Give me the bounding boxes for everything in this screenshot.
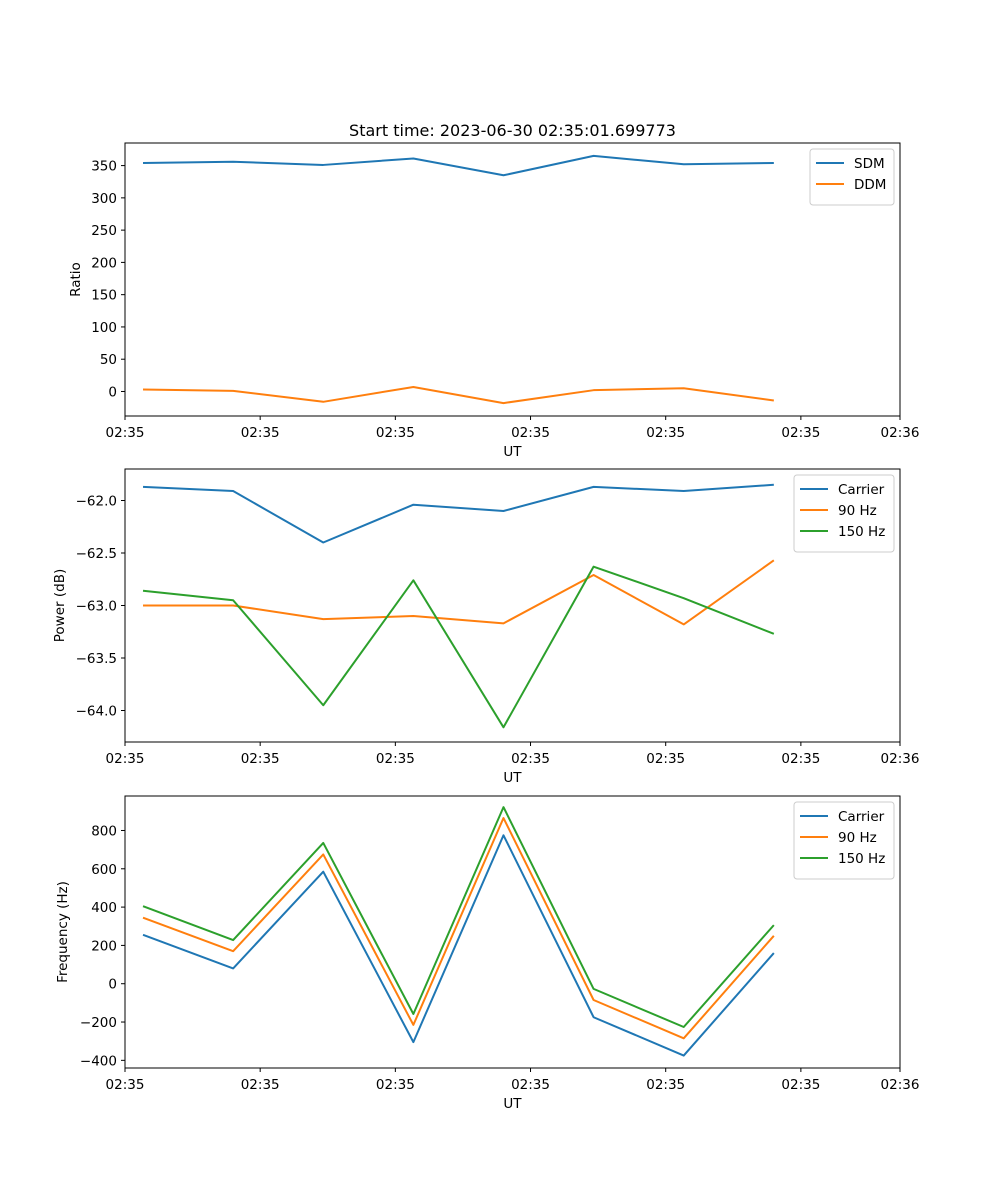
axes-frame [124,142,901,417]
y-tick-label: −62.0 [76,494,117,510]
x-tick-label: 02:35 [376,1077,415,1093]
legend: Carrier 90 Hz 150 Hz [793,474,895,553]
x-tick-label: 02:35 [511,425,550,441]
figure-title: Start time: 2023-06-30 02:35:01.699773 [349,121,676,140]
y-tick-label: −63.0 [76,599,117,615]
x-tick-label: 02:35 [106,1077,145,1093]
y-tick-label: 0 [108,977,117,993]
y-tick-label: 800 [91,823,117,839]
subplot-power: −64.0 −63.5 −63.0 −62.5 −62.0 02:35 02:35 02:35… [52,468,920,786]
subplot-frequency: −400 −200 0 200 400 600 800 02:35 02:35 02:35 02:3… [55,795,920,1112]
series-line-90-hz [142,817,775,1040]
y-tick-label: 50 [100,352,117,368]
y-tick-label: −200 [80,1015,117,1031]
legend-entry: Carrier [838,482,885,498]
legend-entry: Carrier [838,809,885,825]
x-axis-label: UT [503,770,522,786]
legend-entry: 150 Hz [838,524,885,540]
x-tick-label: 02:35 [241,1077,280,1093]
y-axis-label: Frequency (Hz) [55,881,71,983]
axes-frame [124,795,901,1069]
legend-entry: 90 Hz [838,503,877,519]
x-tick-label: 02:35 [106,751,145,767]
x-tick-label: 02:35 [376,425,415,441]
x-axis-label: UT [503,444,522,460]
y-tick-label: 250 [91,223,117,239]
y-axis-label: Power (dB) [52,569,68,642]
series-line-carrier [142,483,774,544]
legend-entry: 90 Hz [838,830,877,846]
x-tick-label: 02:35 [646,425,685,441]
x-tick-label: 02:35 [781,751,820,767]
legend-box [793,801,895,880]
y-tick-label: 100 [91,320,117,336]
series-line-150-hz [142,565,775,729]
subplot-ratio: 0 50 100 150 200 250 300 350 02:35 02:35 02:35 02:3… [68,142,920,460]
series-line-150-hz [142,806,775,1029]
y-tick-label: 300 [91,191,117,207]
x-tick-label: 02:36 [881,751,920,767]
y-tick-label: −63.5 [76,651,117,667]
legend-entry: 150 Hz [838,851,885,867]
y-tick-label: −400 [80,1053,117,1069]
series-line-carrier [142,834,775,1057]
series-line-90-hz [143,559,775,626]
x-tick-label: 02:35 [781,425,820,441]
x-tick-label: 02:35 [511,1077,550,1093]
legend-box [793,474,895,553]
x-tick-label: 02:35 [646,1077,685,1093]
y-tick-label: 400 [91,900,117,916]
y-tick-label: 150 [91,288,117,304]
y-tick-label: 600 [91,862,117,878]
x-tick-label: 02:36 [881,425,920,441]
x-tick-label: 02:35 [781,1077,820,1093]
y-tick-label: 350 [91,159,117,175]
x-tick-label: 02:36 [881,1077,920,1093]
x-tick-label: 02:35 [511,751,550,767]
x-tick-label: 02:35 [376,751,415,767]
y-tick-label: −62.5 [76,546,117,562]
legend: Carrier 90 Hz 150 Hz [793,801,895,880]
y-tick-label: 0 [108,384,117,400]
y-tick-label: −64.0 [76,704,117,720]
series-line-sdm [143,154,774,177]
x-tick-label: 02:35 [106,425,145,441]
x-tick-label: 02:35 [646,751,685,767]
x-tick-label: 02:35 [241,751,280,767]
y-axis-label: Ratio [68,262,84,297]
y-tick-label: 200 [91,255,117,271]
x-tick-label: 02:35 [241,425,280,441]
series-line-ddm [143,385,774,405]
y-tick-label: 200 [91,938,117,954]
legend-entry: SDM [854,156,885,172]
legend: SDM DDM [809,148,895,206]
axes-frame [124,468,901,743]
legend-entry: DDM [854,177,886,193]
x-axis-label: UT [503,1096,522,1112]
